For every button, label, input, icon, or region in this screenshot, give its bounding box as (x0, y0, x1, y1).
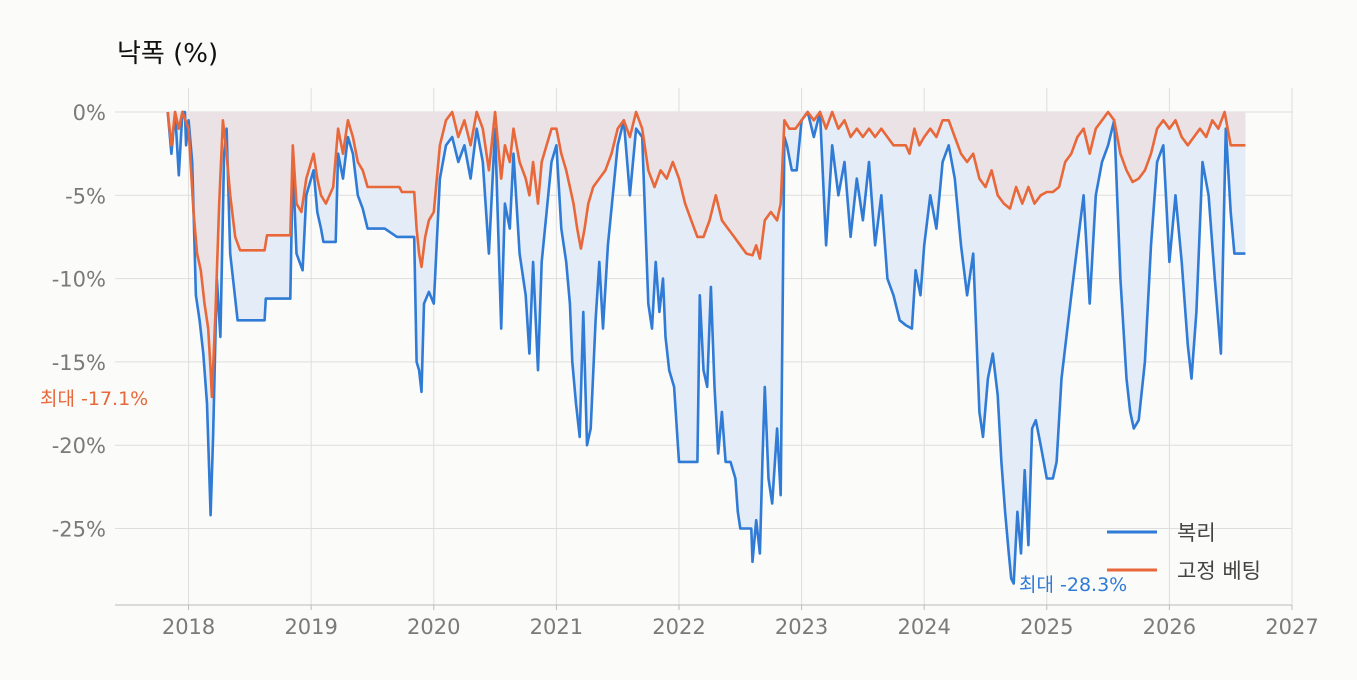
x-tick-label: 2023 (775, 615, 828, 639)
x-tick-label: 2022 (652, 615, 705, 639)
x-tick-label: 2019 (284, 615, 337, 639)
y-tick-label: -20% (52, 434, 106, 458)
annotation-max-compound: 최대 -28.3% (1019, 574, 1127, 596)
y-tick-label: -15% (52, 351, 106, 375)
annotation-max-fixed-bet: 최대 -17.1% (40, 388, 148, 410)
area-fill-fixed-bet (167, 112, 1246, 397)
series-line-fixed-bet (166, 110, 1246, 399)
y-tick-label: 0% (73, 101, 106, 125)
y-tick-label: -25% (52, 518, 106, 542)
series-line-compound (166, 110, 1246, 585)
legend-label: 고정 베팅 (1177, 559, 1261, 583)
area-fills (167, 112, 1246, 584)
y-tick-label: -10% (52, 268, 106, 292)
axes: 0% -5% -10% -15% -20% -25% 2018 2019 2020 2021 202… (52, 101, 1319, 639)
y-tick-label: -5% (65, 184, 106, 208)
series-lines (166, 110, 1246, 585)
x-tick-label: 2021 (530, 615, 583, 639)
x-tick-label: 2018 (162, 615, 215, 639)
x-tick-label: 2027 (1265, 615, 1318, 639)
x-tick-label: 2020 (407, 615, 460, 639)
x-tick-label: 2025 (1020, 615, 1073, 639)
legend-label: 복리 (1177, 521, 1216, 545)
x-tick-label: 2026 (1143, 615, 1196, 639)
chart-title: 낙폭 (%) (117, 39, 218, 69)
annotations: 최대 -17.1% 최대 -28.3% (40, 388, 1127, 596)
x-tick-label: 2024 (897, 615, 950, 639)
